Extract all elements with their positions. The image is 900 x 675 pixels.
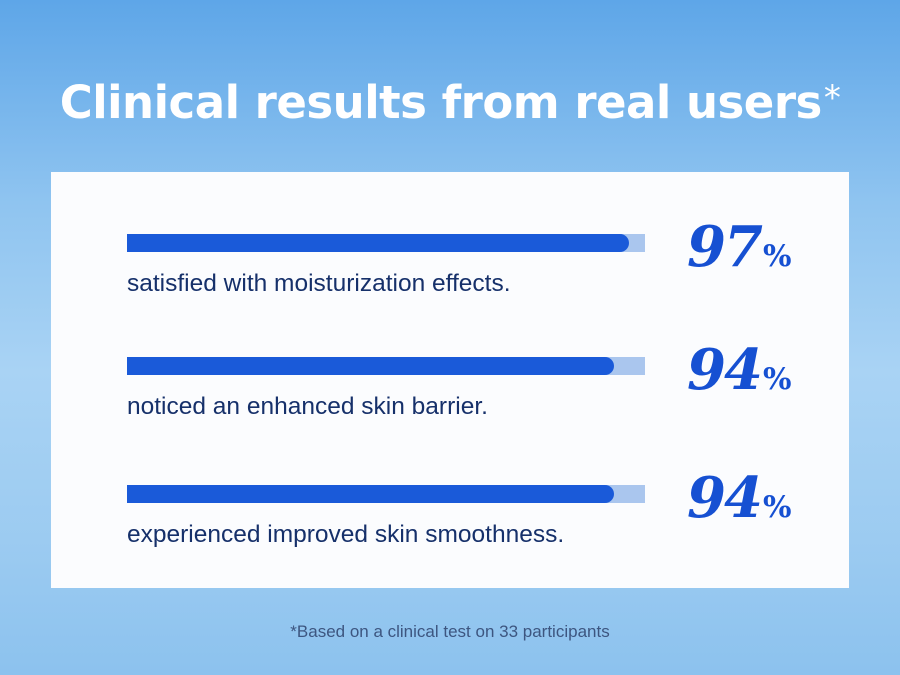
percent-number: 97 bbox=[687, 214, 763, 280]
percent-sign: % bbox=[762, 239, 792, 274]
bar-track bbox=[127, 357, 645, 375]
result-row-smoothness: experienced improved skin smoothness. 94… bbox=[51, 465, 849, 595]
percent-sign: % bbox=[762, 362, 792, 397]
result-row-moisturization: satisfied with moisturization effects. 9… bbox=[51, 214, 849, 344]
percent-sign: % bbox=[762, 490, 792, 525]
bar-track bbox=[127, 485, 645, 503]
percent-number: 94 bbox=[687, 465, 763, 531]
result-label: experienced improved skin smoothness. bbox=[127, 521, 565, 548]
bar-track bbox=[127, 234, 645, 252]
title-text: Clinical results from real users bbox=[59, 76, 823, 129]
result-row-skin-barrier: noticed an enhanced skin barrier. 94% bbox=[51, 337, 849, 467]
percent-number: 94 bbox=[687, 337, 763, 403]
footnote: *Based on a clinical test on 33 particip… bbox=[290, 622, 610, 641]
bar-fill bbox=[127, 357, 614, 375]
bar-fill bbox=[127, 234, 629, 252]
percent-value: 97% bbox=[687, 214, 791, 280]
result-label: noticed an enhanced skin barrier. bbox=[127, 393, 488, 420]
page-title: Clinical results from real users* bbox=[0, 76, 900, 129]
percent-value: 94% bbox=[687, 337, 791, 403]
bar-fill bbox=[127, 485, 614, 503]
percent-value: 94% bbox=[687, 465, 791, 531]
title-asterisk: * bbox=[823, 78, 841, 118]
result-label: satisfied with moisturization effects. bbox=[127, 270, 511, 297]
results-card: satisfied with moisturization effects. 9… bbox=[51, 172, 849, 588]
